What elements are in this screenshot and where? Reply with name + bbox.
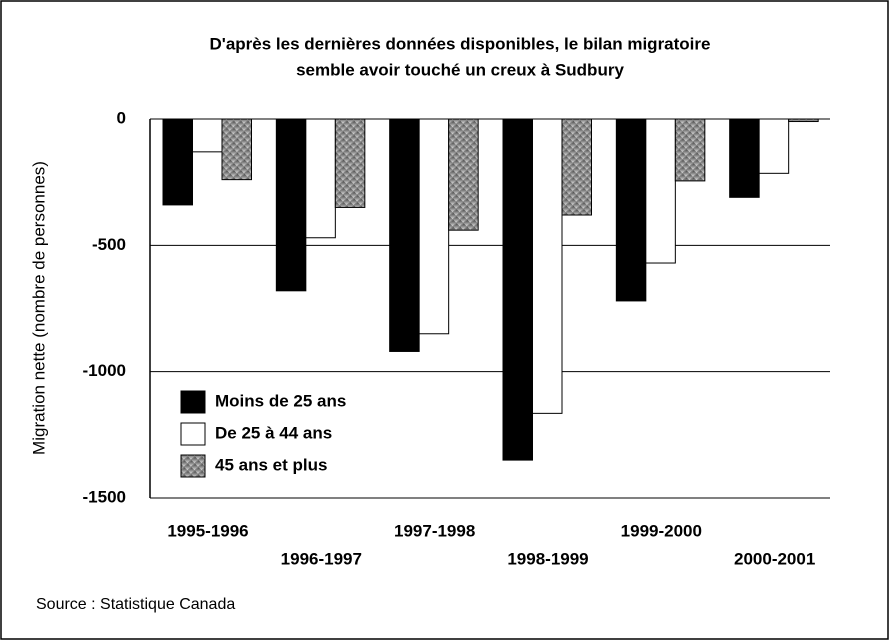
bar bbox=[162, 118, 193, 206]
y-tick-label: -1000 bbox=[83, 361, 126, 380]
bar bbox=[192, 118, 223, 153]
legend-swatch bbox=[180, 390, 206, 414]
bar bbox=[305, 118, 336, 239]
legend-label: 45 ans et plus bbox=[215, 455, 327, 474]
y-tick-label: -1500 bbox=[83, 487, 126, 506]
bar bbox=[275, 118, 307, 292]
x-tick-label: 1996-1997 bbox=[281, 549, 362, 568]
chart-title: D'après les dernières données disponible… bbox=[210, 34, 711, 53]
legend-label: Moins de 25 ans bbox=[215, 391, 346, 410]
bar bbox=[645, 118, 676, 264]
bar bbox=[502, 118, 533, 461]
legend-swatch bbox=[180, 422, 206, 446]
x-tick-label: 1999-2000 bbox=[621, 521, 702, 540]
x-tick-label: 2000-2001 bbox=[734, 549, 815, 568]
source: Source : Statistique Canada bbox=[36, 596, 235, 613]
x-tick-label: 1997-1998 bbox=[394, 521, 475, 540]
y-tick-label: 0 bbox=[117, 108, 126, 127]
bar bbox=[615, 118, 647, 302]
x-tick-label: 1995-1996 bbox=[167, 521, 248, 540]
bar bbox=[448, 118, 479, 231]
y-axis-title: Migration nette (nombre de personnes) bbox=[29, 161, 48, 455]
bar bbox=[334, 118, 366, 208]
bar bbox=[729, 118, 760, 198]
y-tick-label: -500 bbox=[92, 235, 126, 254]
bar bbox=[674, 118, 706, 182]
bar bbox=[532, 118, 563, 414]
legend-swatch bbox=[180, 454, 206, 478]
chart-title: semble avoir touché un creux à Sudbury bbox=[296, 60, 624, 79]
bar bbox=[221, 118, 252, 181]
bar bbox=[788, 118, 819, 123]
bar bbox=[389, 118, 420, 352]
bar bbox=[418, 118, 450, 335]
x-tick-label: 1998-1999 bbox=[507, 549, 588, 568]
legend-label: De 25 à 44 ans bbox=[215, 423, 332, 442]
bar bbox=[758, 118, 790, 174]
bar bbox=[561, 118, 592, 216]
